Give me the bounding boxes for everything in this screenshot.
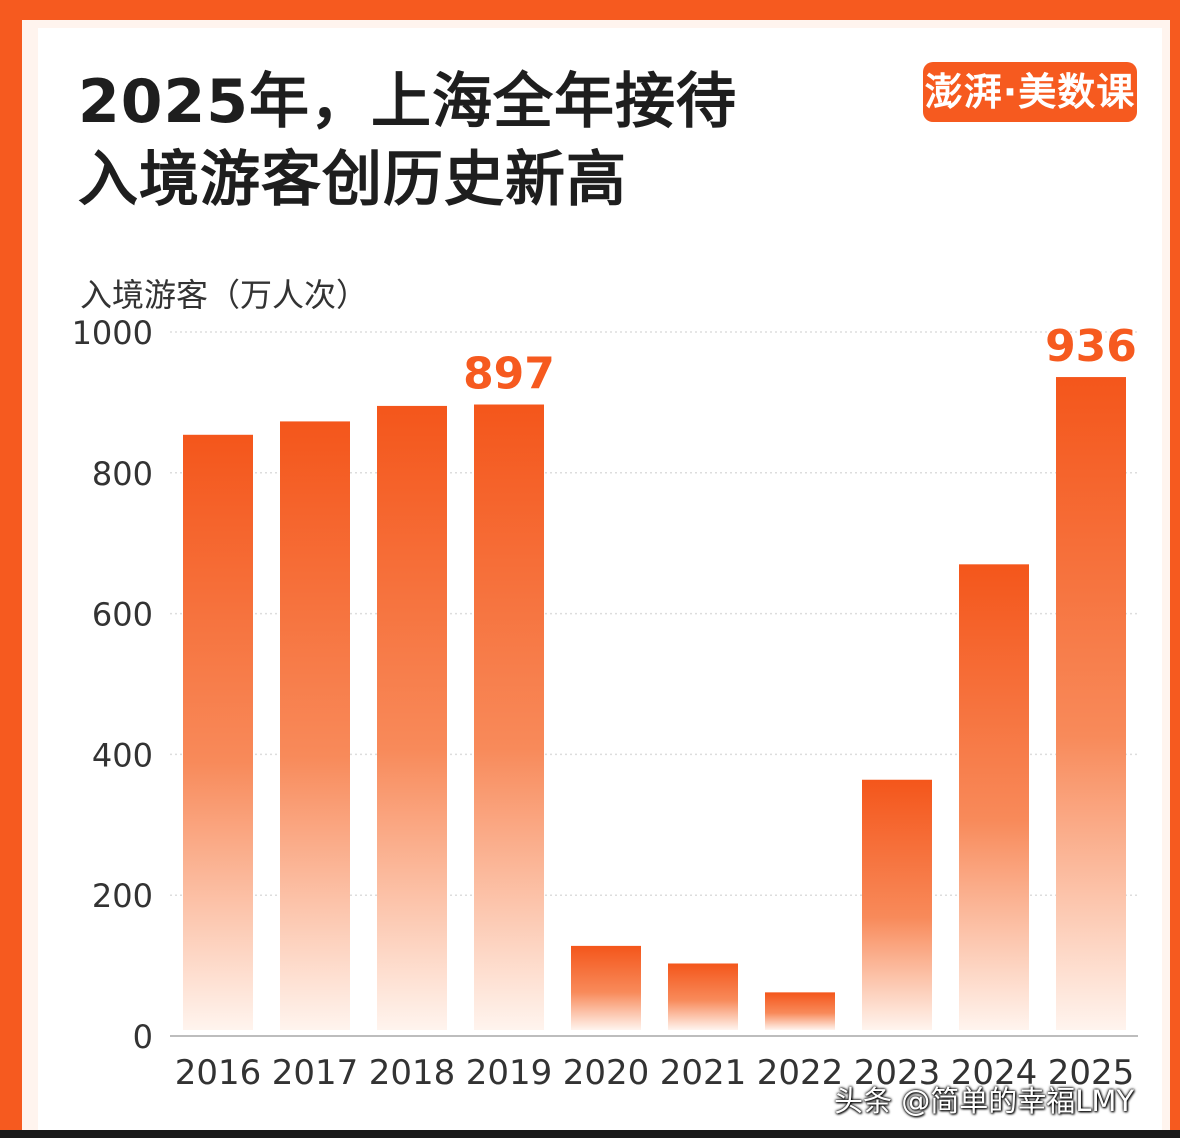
x-tick-label-2023: 2023 [854, 1053, 941, 1093]
x-tick-label-2021: 2021 [660, 1053, 747, 1093]
x-tick-label-2019: 2019 [466, 1053, 553, 1093]
chart-title-line-1: 2025年，上海全年接待 [78, 67, 737, 137]
bar-2024 [959, 564, 1029, 1030]
x-tick-label-2025: 2025 [1048, 1053, 1135, 1093]
bar-2020 [571, 945, 641, 1030]
bar-2019 [474, 404, 544, 1031]
bottom-strip [0, 1130, 1180, 1138]
x-tick-labels: 2016 2017 2018 2019 2020 2021 2022 2023 2024 2025 [175, 1053, 1135, 1093]
x-tick-label-2020: 2020 [563, 1053, 650, 1093]
bar-2016 [183, 434, 253, 1030]
y-tick-label-1000: 1000 [72, 314, 153, 352]
bar-2021 [668, 963, 738, 1030]
x-tick-label-2022: 2022 [757, 1053, 844, 1093]
y-axis-title: 入境游客（万人次） [80, 276, 369, 314]
y-tick-label-400: 400 [92, 736, 153, 774]
brand-logo-text: 澎湃·美数课 [924, 70, 1136, 114]
bar-2025 [1056, 377, 1126, 1030]
y-tick-label-800: 800 [92, 455, 153, 493]
bar-2017 [280, 421, 350, 1031]
bars [183, 377, 1126, 1031]
y-tick-label-600: 600 [92, 596, 153, 634]
watermark: 头条 @简单的幸福LMY [834, 1084, 1135, 1118]
card-inner-edge [22, 20, 1170, 1130]
brand-logo: 澎湃·美数课 [923, 62, 1137, 122]
data-label-2019: 897 [463, 349, 555, 400]
y-tick-label-200: 200 [92, 877, 153, 915]
data-label-2025: 936 [1045, 321, 1137, 372]
bar-2018 [377, 405, 447, 1030]
chart-title-line-2: 入境游客创历史新高 [78, 145, 627, 215]
x-tick-label-2016: 2016 [175, 1053, 262, 1093]
x-tick-label-2018: 2018 [369, 1053, 456, 1093]
bar-2022 [765, 992, 835, 1030]
data-labels: 897 936 [463, 321, 1137, 399]
y-tick-labels: 0 200 400 600 800 1000 [72, 314, 153, 1056]
x-tick-label-2017: 2017 [272, 1053, 359, 1093]
bar-2023 [862, 779, 932, 1030]
x-tick-label-2024: 2024 [951, 1053, 1038, 1093]
y-tick-label-0: 0 [133, 1018, 153, 1056]
